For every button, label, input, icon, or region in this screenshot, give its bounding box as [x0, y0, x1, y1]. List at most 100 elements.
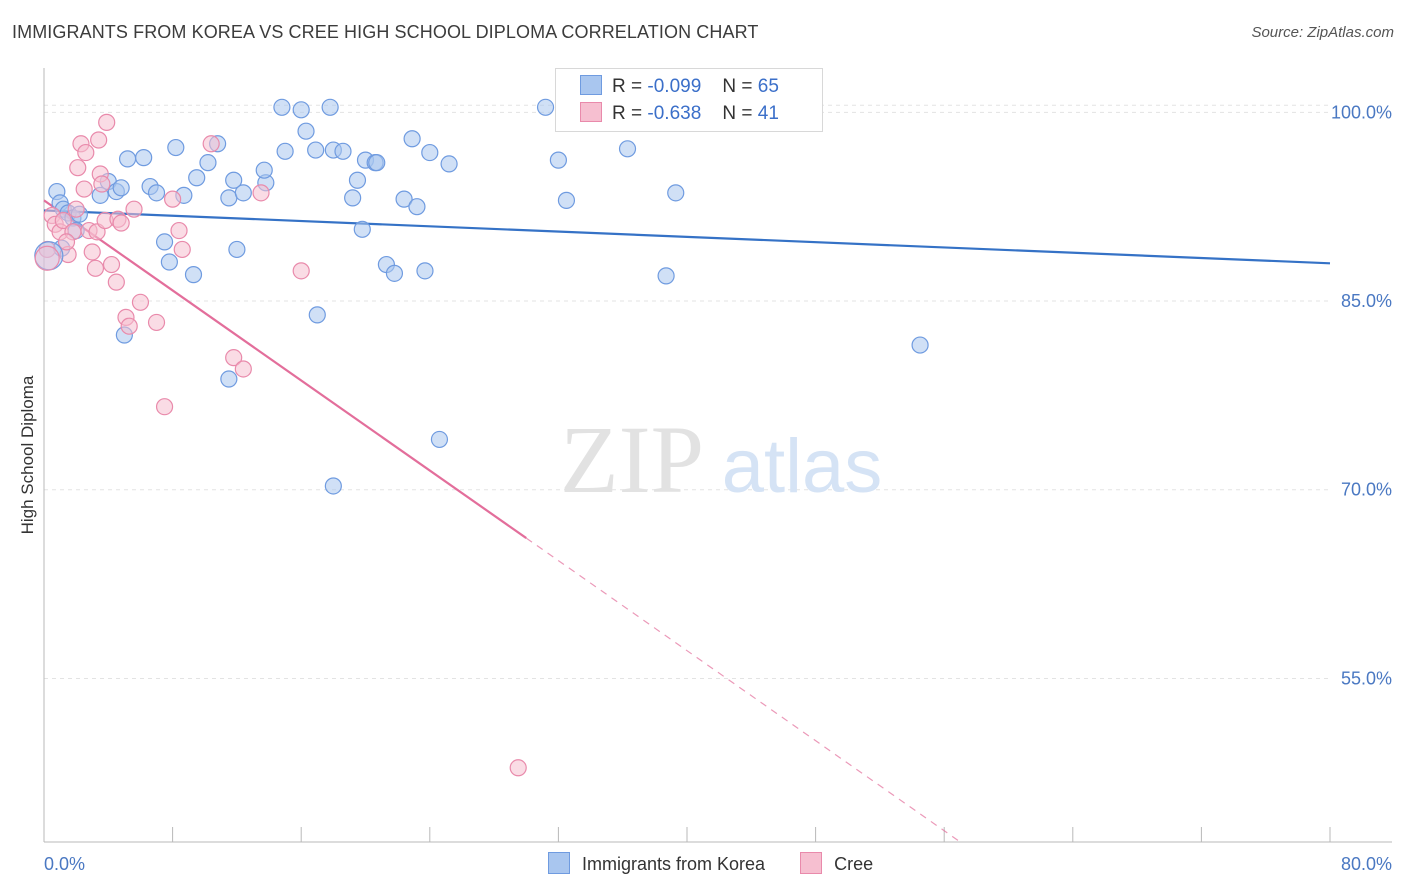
tick-labels: 55.0% 70.0% 85.0% 100.0% 0.0% 80.0% [44, 102, 1392, 874]
cree-point [102, 255, 121, 274]
korea-point [234, 184, 252, 202]
series-name-korea: Immigrants from Korea [582, 854, 766, 874]
cree-point [120, 317, 138, 335]
korea-point [408, 198, 426, 216]
source-label: Source: ZipAtlas.com [1251, 24, 1394, 41]
korea-trend-line [43, 209, 1331, 265]
legend-n-label: N = [722, 76, 753, 97]
legend-n-value: 41 [757, 103, 779, 124]
series-swatch-cree [800, 852, 823, 874]
korea-point [292, 101, 310, 119]
cree-point [155, 398, 174, 416]
chart-title: IMMIGRANTS FROM KOREA VS CREE HIGH SCHOO… [12, 22, 759, 42]
y-tick-label: 55.0% [1341, 668, 1392, 688]
cree-point [34, 245, 60, 271]
korea-point [147, 184, 166, 202]
cree-trend-extension [525, 537, 961, 843]
cree-point [164, 190, 182, 208]
korea-point [353, 220, 371, 238]
korea-point [911, 336, 929, 354]
series-legend-korea: Immigrants from Korea [548, 852, 765, 875]
korea-point [255, 161, 273, 179]
legend-r-value: -0.638 [647, 103, 702, 124]
korea-point [220, 370, 238, 388]
korea-point [549, 151, 568, 169]
cree-point [57, 233, 76, 251]
korea-point [403, 130, 421, 148]
cree-point [170, 221, 188, 240]
cree-point [90, 131, 108, 149]
cree-point [83, 243, 101, 261]
korea-point [188, 169, 206, 187]
korea-point [220, 189, 238, 207]
cree-point [69, 159, 87, 177]
cree-trend-line [43, 199, 527, 539]
cree-point [93, 175, 111, 193]
cree-point [75, 180, 93, 198]
korea-point [667, 184, 685, 202]
cree-point [147, 313, 166, 332]
cree-point [125, 200, 143, 218]
cree-point [67, 200, 85, 218]
cree-point [112, 214, 130, 232]
series-legend: Immigrants from Korea Cree [548, 852, 903, 875]
legend-r-label: R = [612, 103, 643, 124]
legend-swatch-cree [580, 102, 602, 122]
korea-point [536, 98, 555, 116]
korea-point [199, 154, 217, 172]
cree-point [77, 143, 95, 162]
axes [43, 68, 1392, 843]
cree-point [86, 259, 105, 277]
cree-point [225, 349, 243, 367]
series-name-cree: Cree [834, 854, 874, 874]
korea-point [225, 171, 243, 189]
korea-point [297, 122, 315, 140]
korea-point [324, 477, 342, 495]
cree-point [131, 293, 150, 311]
cree-point [252, 184, 270, 202]
korea-point [344, 189, 362, 207]
cree-point [107, 273, 125, 291]
legend-swatch-korea [580, 75, 602, 95]
legend-n-value: 65 [757, 76, 779, 97]
legend-row-korea: R = -0.099 N = 65 [580, 75, 779, 101]
cree-point [202, 135, 220, 153]
korea-point [440, 155, 458, 173]
watermark: ZIP atlas [560, 406, 882, 513]
korea-point [421, 143, 439, 162]
legend-r-value: -0.099 [647, 76, 702, 97]
cree-point [173, 240, 191, 259]
x-tick-label: 0.0% [44, 854, 85, 874]
korea-point [167, 138, 185, 157]
korea-point [112, 179, 130, 197]
korea-point [184, 266, 203, 284]
korea-point [155, 233, 174, 251]
korea-point [430, 430, 449, 449]
korea-point [557, 191, 576, 209]
watermark-zip: ZIP [560, 406, 704, 513]
korea-point [385, 264, 404, 282]
y-tick-label: 100.0% [1331, 102, 1392, 122]
watermark-atlas: atlas [722, 424, 883, 509]
data-points [34, 98, 929, 777]
korea-point [334, 142, 352, 160]
korea-point [276, 142, 294, 160]
series-legend-cree: Cree [800, 852, 873, 875]
korea-point [348, 171, 367, 189]
cree-point [54, 211, 72, 230]
korea-point [395, 190, 413, 208]
stats-legend: R = -0.099 N = 65 R = -0.638 N = 41 [555, 68, 823, 132]
korea-point [657, 267, 675, 285]
trend-lines [43, 199, 1331, 843]
korea-point [135, 149, 153, 167]
cree-point [98, 113, 116, 131]
korea-point [307, 141, 325, 159]
cree-point [292, 262, 310, 280]
cree-point [234, 360, 252, 378]
korea-point [228, 240, 246, 259]
korea-point [308, 306, 326, 324]
x-tick-label: 80.0% [1341, 854, 1392, 874]
korea-point [321, 98, 339, 116]
korea-point [273, 98, 291, 116]
